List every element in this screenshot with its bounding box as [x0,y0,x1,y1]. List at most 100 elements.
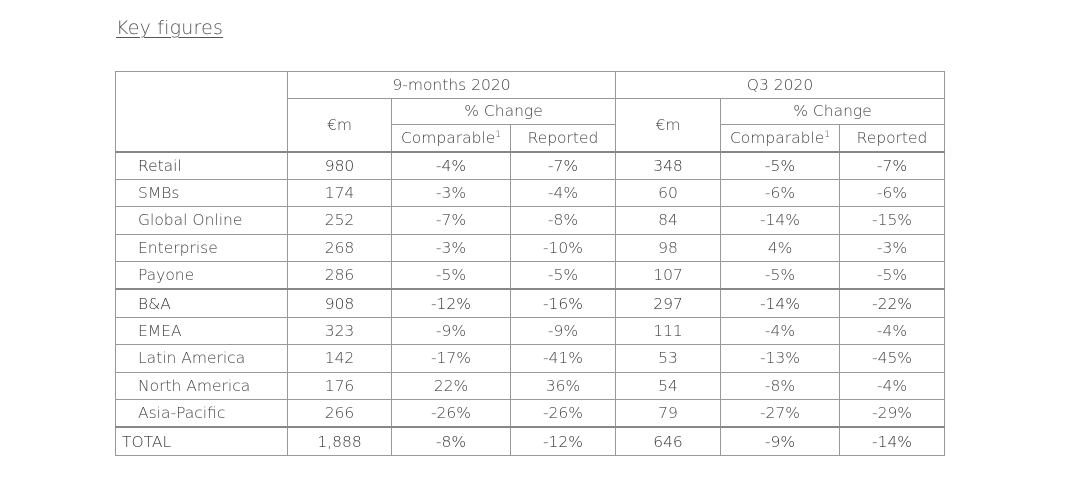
cell-q3-em: 79 [615,399,721,428]
cell-q3-reported: -4% [838,371,946,401]
header-reported-q3: Reported [838,124,946,152]
cell-q3-em: 98 [615,233,721,263]
cell-q3-reported: -3% [838,233,946,263]
cell-9m-em: 286 [287,261,392,290]
row-label: North America [115,371,288,401]
table-row-total: TOTAL 1,888 -8% -12% 646 -9% -14% [115,426,946,456]
cell-9m-comparable: -4% [391,150,511,180]
cell-q3-comparable: -8% [720,371,840,401]
cell-9m-comparable: -26% [391,399,511,428]
cell-q3-comparable: 4% [720,233,840,263]
row-label: SMBs [115,178,288,208]
cell-9m-comparable: -17% [391,344,511,373]
footnote-marker: 1 [495,129,502,140]
page-title: Key figures [116,17,224,39]
row-label: TOTAL [115,426,288,456]
table-row-b-and-a: B&A 908 -12% -16% 297 -14% -22% [115,288,946,318]
key-figures-table: 9-months 2020 Q3 2020 €m % Change €m % C… [115,71,946,456]
row-label: EMEA [115,316,288,346]
header-comparable-9m: Comparable1 [391,124,511,152]
cell-q3-comparable: -9% [720,426,840,456]
cell-9m-reported: -4% [510,178,616,208]
header-em-q3: €m [615,97,721,152]
header-pct-change-9m: % Change [391,97,616,125]
cell-9m-reported: -26% [510,399,616,428]
cell-9m-reported: -7% [510,150,616,180]
cell-9m-comparable: -3% [391,233,511,263]
cell-9m-reported: -5% [510,261,616,290]
table-row-enterprise: Enterprise 268 -3% -10% 98 4% -3% [115,233,946,263]
cell-9m-reported: 36% [510,371,616,401]
table-row-north-america: North America 176 22% 36% 54 -8% -4% [115,371,946,401]
cell-q3-reported: -6% [838,178,946,208]
cell-q3-comparable: -14% [720,206,840,235]
row-label: Payone [115,261,288,290]
header-period-9m: 9-months 2020 [287,71,616,99]
table-row-global-online: Global Online 252 -7% -8% 84 -14% -15% [115,206,946,235]
cell-9m-reported: -9% [510,316,616,346]
cell-9m-em: 176 [287,371,392,401]
cell-9m-em: 268 [287,233,392,263]
cell-9m-comparable: -3% [391,178,511,208]
row-label: Latin America [115,344,288,373]
cell-9m-em: 980 [287,150,392,180]
cell-q3-em: 297 [615,288,721,318]
cell-q3-comparable: -5% [720,261,840,290]
comparable-label: Comparable [400,128,496,147]
cell-9m-comparable: -7% [391,206,511,235]
cell-q3-comparable: -4% [720,316,840,346]
table-row-smbs: SMBs 174 -3% -4% 60 -6% -6% [115,178,946,208]
cell-9m-em: 174 [287,178,392,208]
header-em-9m: €m [287,97,392,152]
cell-9m-em: 908 [287,288,392,318]
cell-9m-em: 323 [287,316,392,346]
cell-q3-em: 60 [615,178,721,208]
table-row-retail: Retail 980 -4% -7% 348 -5% -7% [115,150,946,180]
cell-q3-reported: -15% [838,206,946,235]
cell-q3-em: 111 [615,316,721,346]
row-label: Enterprise [115,233,288,263]
cell-q3-reported: -7% [838,150,946,180]
cell-9m-reported: -12% [510,426,616,456]
row-label: Global Online [115,206,288,235]
header-row-sub: Comparable1 Reported Comparable1 Reporte… [116,124,946,152]
table-row-asia-pacific: Asia-Pacific 266 -26% -26% 79 -27% -29% [115,399,946,428]
header-corner [115,71,288,152]
table-row-payone: Payone 286 -5% -5% 107 -5% -5% [115,261,946,290]
comparable-label: Comparable [729,128,825,147]
cell-9m-comparable: -9% [391,316,511,346]
header-row-periods: 9-months 2020 Q3 2020 [115,71,946,152]
cell-9m-em: 252 [287,206,392,235]
cell-q3-reported: -45% [838,344,946,373]
cell-q3-em: 54 [615,371,721,401]
cell-q3-comparable: -5% [720,150,840,180]
cell-9m-comparable: -12% [391,288,511,318]
cell-q3-reported: -22% [838,288,946,318]
footnote-marker: 1 [824,129,831,140]
row-label: B&A [115,288,288,318]
cell-9m-reported: -41% [510,344,616,373]
cell-9m-comparable: 22% [391,371,511,401]
cell-9m-reported: -8% [510,206,616,235]
header-comparable-q3: Comparable1 [720,124,840,152]
cell-q3-comparable: -13% [720,344,840,373]
cell-q3-reported: -14% [838,426,946,456]
cell-9m-em: 142 [287,344,392,373]
cell-9m-em: 1,888 [287,426,392,456]
cell-9m-reported: -16% [510,288,616,318]
header-pct-change-q3: % Change [719,97,946,125]
cell-q3-reported: -29% [838,399,946,428]
cell-9m-em: 266 [287,399,392,428]
cell-q3-em: 646 [615,426,721,456]
cell-q3-reported: -4% [838,316,946,346]
cell-q3-comparable: -27% [720,399,840,428]
header-period-q3: Q3 2020 [614,71,946,99]
cell-q3-reported: -5% [838,261,946,290]
table-row-latin-america: Latin America 142 -17% -41% 53 -13% -45% [115,344,946,373]
cell-9m-comparable: -5% [391,261,511,290]
cell-q3-em: 348 [615,150,721,180]
table-row-emea: EMEA 323 -9% -9% 111 -4% -4% [115,316,946,346]
cell-9m-reported: -10% [510,233,616,263]
row-label: Retail [115,150,288,180]
row-label: Asia-Pacific [115,399,288,428]
